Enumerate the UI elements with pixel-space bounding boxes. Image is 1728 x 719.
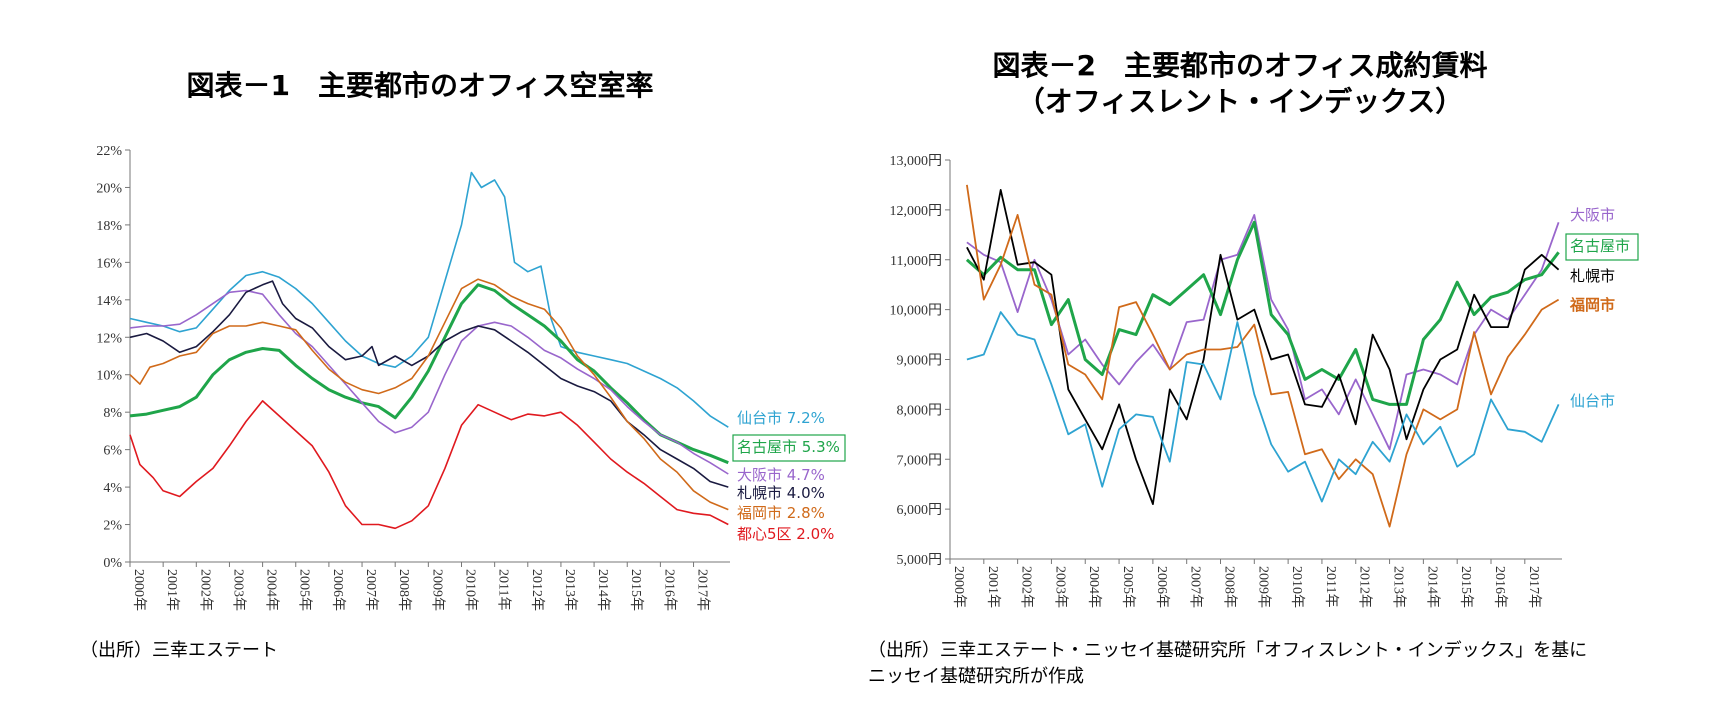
x-tick-label: 2001年 bbox=[985, 566, 1001, 608]
series-line-都心5区 bbox=[129, 400, 729, 530]
y-tick-label: 6% bbox=[103, 444, 122, 459]
x-tick-label: 2004年 bbox=[1086, 566, 1102, 608]
x-tick-label: 2008年 bbox=[1221, 566, 1237, 608]
y-tick-label: 0% bbox=[103, 556, 122, 571]
x-tick-label: 2000年 bbox=[951, 566, 967, 608]
x-tick-label: 2003年 bbox=[230, 569, 246, 611]
chart2-source: （出所）三幸エステート・ニッセイ基礎研究所「オフィスレント・インデックス」を基に… bbox=[868, 638, 1668, 690]
y-tick-label: 14% bbox=[96, 294, 122, 309]
series-label-box bbox=[1565, 233, 1639, 261]
chart2-source-line1: （出所）三幸エステート・ニッセイ基礎研究所「オフィスレント・インデックス」を基に bbox=[868, 640, 1588, 661]
y-tick-label: 16% bbox=[96, 256, 122, 271]
y-tick-label: 12% bbox=[96, 331, 122, 346]
x-tick-label: 2001年 bbox=[164, 569, 180, 611]
x-tick-label: 2006年 bbox=[330, 569, 346, 611]
x-tick-label: 2005年 bbox=[297, 569, 313, 611]
series-label-名古屋市: 名古屋市 5.3% bbox=[737, 438, 840, 456]
y-tick-label: 6,000円 bbox=[897, 503, 943, 518]
chart2-source-line2: ニッセイ基礎研究所が作成 bbox=[868, 666, 1084, 687]
x-tick-label: 2011年 bbox=[1323, 566, 1339, 607]
series-label-都心5区: 都心5区 2.0% bbox=[737, 525, 834, 543]
series-label-札幌市: 札幌市 bbox=[1570, 267, 1615, 285]
x-tick-label: 2003年 bbox=[1052, 566, 1068, 608]
x-tick-label: 2007年 bbox=[1188, 566, 1204, 608]
x-tick-label: 2006年 bbox=[1154, 566, 1170, 608]
series-label-福岡市: 福岡市 2.8% bbox=[737, 504, 825, 522]
chart1-source: （出所）三幸エステート bbox=[80, 640, 278, 661]
x-tick-label: 2016年 bbox=[661, 569, 677, 611]
x-tick-label: 2017年 bbox=[695, 569, 711, 611]
x-tick-label: 2014年 bbox=[595, 569, 611, 611]
series-line-仙台市 bbox=[129, 171, 729, 428]
x-tick-label: 2010年 bbox=[1289, 566, 1305, 608]
y-tick-label: 11,000円 bbox=[890, 254, 942, 269]
x-tick-label: 2007年 bbox=[363, 569, 379, 611]
x-tick-label: 2014年 bbox=[1424, 566, 1440, 608]
y-tick-label: 9,000円 bbox=[897, 354, 943, 369]
x-tick-label: 2009年 bbox=[429, 569, 445, 611]
series-line-札幌市 bbox=[966, 189, 1560, 505]
chart2-title-line2: （オフィスレント・インデックス） bbox=[1016, 85, 1464, 118]
y-tick-label: 8% bbox=[103, 406, 122, 421]
series-label-仙台市: 仙台市 bbox=[1570, 392, 1615, 410]
x-tick-label: 2010年 bbox=[462, 569, 478, 611]
x-tick-label: 2002年 bbox=[1019, 566, 1035, 608]
y-tick-label: 12,000円 bbox=[890, 204, 943, 219]
y-tick-label: 10% bbox=[96, 369, 122, 384]
series-line-名古屋市 bbox=[965, 220, 1560, 406]
series-label-box bbox=[732, 434, 846, 462]
series-line-仙台市 bbox=[966, 311, 1560, 503]
x-tick-label: 2013年 bbox=[1391, 566, 1407, 608]
x-tick-label: 2000年 bbox=[131, 569, 147, 611]
series-label-札幌市: 札幌市 4.0% bbox=[737, 484, 825, 502]
y-tick-label: 13,000円 bbox=[890, 154, 943, 169]
x-tick-label: 2004年 bbox=[264, 569, 280, 611]
series-line-大阪市 bbox=[966, 214, 1560, 451]
y-tick-label: 22% bbox=[96, 144, 122, 159]
series-line-大阪市 bbox=[129, 289, 729, 475]
y-tick-label: 4% bbox=[103, 481, 122, 496]
x-tick-label: 2015年 bbox=[628, 569, 644, 611]
x-tick-label: 2011年 bbox=[496, 569, 512, 610]
x-tick-label: 2013年 bbox=[562, 569, 578, 611]
x-tick-label: 2012年 bbox=[1357, 566, 1373, 608]
x-tick-label: 2009年 bbox=[1255, 566, 1271, 608]
series-line-福岡市 bbox=[966, 184, 1560, 528]
series-label-福岡市: 福岡市 bbox=[1569, 296, 1615, 314]
x-tick-label: 2016年 bbox=[1492, 566, 1508, 608]
series-line-名古屋市 bbox=[129, 283, 729, 465]
chart2-title-line1: 図表－2 主要都市のオフィス成約賃料 bbox=[992, 49, 1488, 82]
x-tick-label: 2017年 bbox=[1526, 566, 1542, 608]
x-tick-label: 2015年 bbox=[1458, 566, 1474, 608]
series-label-大阪市: 大阪市 4.7% bbox=[737, 466, 825, 484]
x-tick-label: 2005年 bbox=[1120, 566, 1136, 608]
y-tick-label: 5,000円 bbox=[897, 553, 943, 568]
y-tick-label: 10,000円 bbox=[890, 304, 943, 319]
x-tick-label: 2012年 bbox=[529, 569, 545, 611]
chart2-title: 図表－2 主要都市のオフィス成約賃料 （オフィスレント・インデックス） bbox=[830, 48, 1650, 120]
x-tick-label: 2008年 bbox=[396, 569, 412, 611]
series-label-大阪市: 大阪市 bbox=[1570, 206, 1615, 224]
y-tick-label: 8,000円 bbox=[897, 403, 943, 418]
series-label-仙台市: 仙台市 7.2% bbox=[737, 409, 825, 427]
x-tick-label: 2002年 bbox=[197, 569, 213, 611]
y-tick-label: 7,000円 bbox=[897, 453, 943, 468]
y-tick-label: 2% bbox=[103, 519, 122, 534]
chart1-title: 図表－1 主要都市のオフィス空室率 bbox=[186, 69, 654, 102]
series-label-名古屋市: 名古屋市 bbox=[1570, 237, 1630, 255]
y-tick-label: 20% bbox=[96, 181, 122, 196]
y-tick-label: 18% bbox=[96, 219, 122, 234]
series-line-福岡市 bbox=[129, 278, 729, 511]
